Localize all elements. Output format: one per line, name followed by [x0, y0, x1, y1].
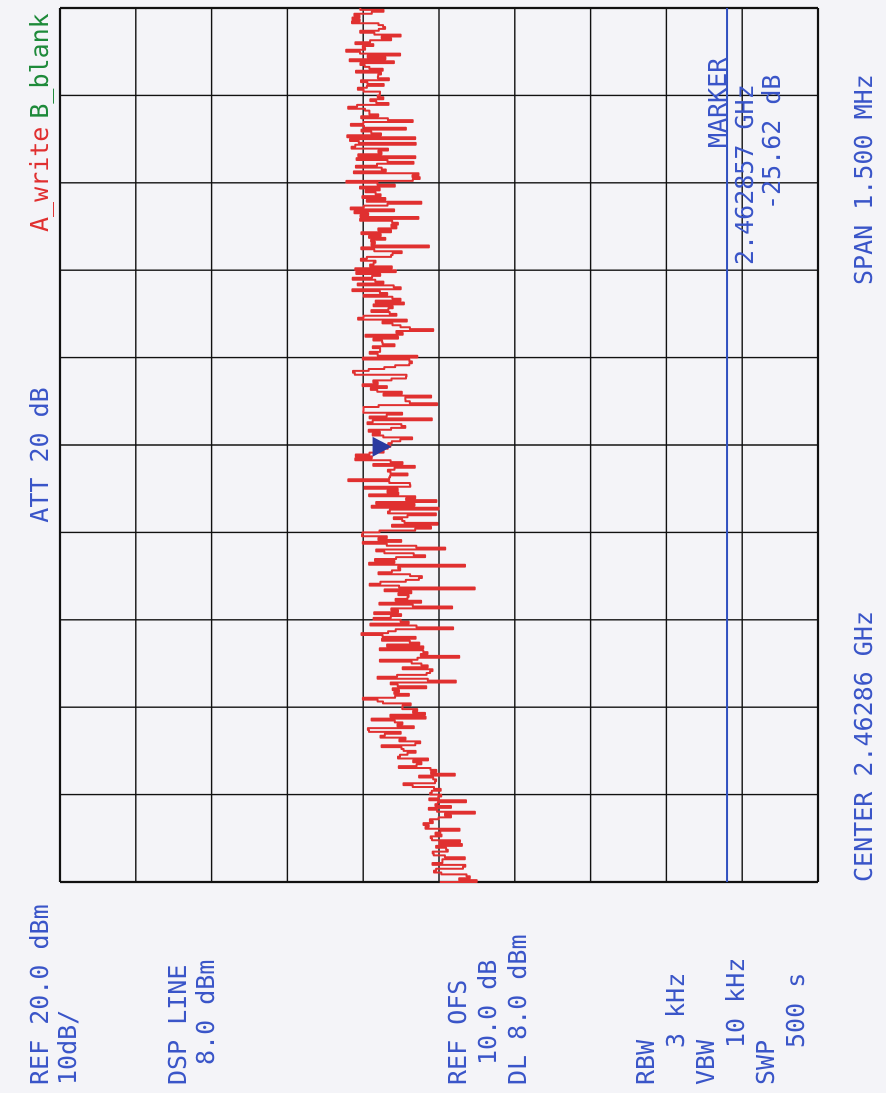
center-frequency-label: CENTER 2.46286 GHz [849, 611, 878, 882]
marker-triangle-icon [372, 436, 392, 457]
dsp-line-value: 8.0 dBm [191, 960, 220, 1065]
marker-level: -25.62 dB [757, 75, 786, 210]
dsp-line-label: DSP LINE [163, 965, 192, 1085]
vbw-label: VBW [691, 1039, 720, 1085]
scale-label: 10dB/ [53, 1010, 82, 1085]
trace-b-mode-label: B_blank [25, 13, 54, 118]
display-line-readout: DL 8.0 dBm [503, 934, 532, 1085]
ref-ofs-label: REF OFS [443, 980, 472, 1085]
vbw-value: 10 kHz [721, 958, 750, 1048]
marker-frequency: 2.462857 GHz [730, 84, 759, 265]
rbw-label: RBW [631, 1039, 660, 1085]
swp-label: SWP [751, 1040, 780, 1085]
ref-level-label: REF 20.0 dBm [25, 904, 54, 1085]
trace-a-mode-label: A_write [25, 127, 54, 232]
attenuation-label: ATT 20 dB [25, 387, 54, 522]
span-label: SPAN 1.500 MHz [849, 74, 878, 285]
rbw-value: 3 kHz [661, 973, 690, 1048]
ref-ofs-value: 10.0 dB [473, 960, 502, 1065]
trace-mode-legend: A_write B_blank [25, 13, 54, 232]
swp-value: 500 s [781, 973, 810, 1048]
marker-title: MARKER [703, 57, 732, 148]
graticule [58, 6, 820, 884]
